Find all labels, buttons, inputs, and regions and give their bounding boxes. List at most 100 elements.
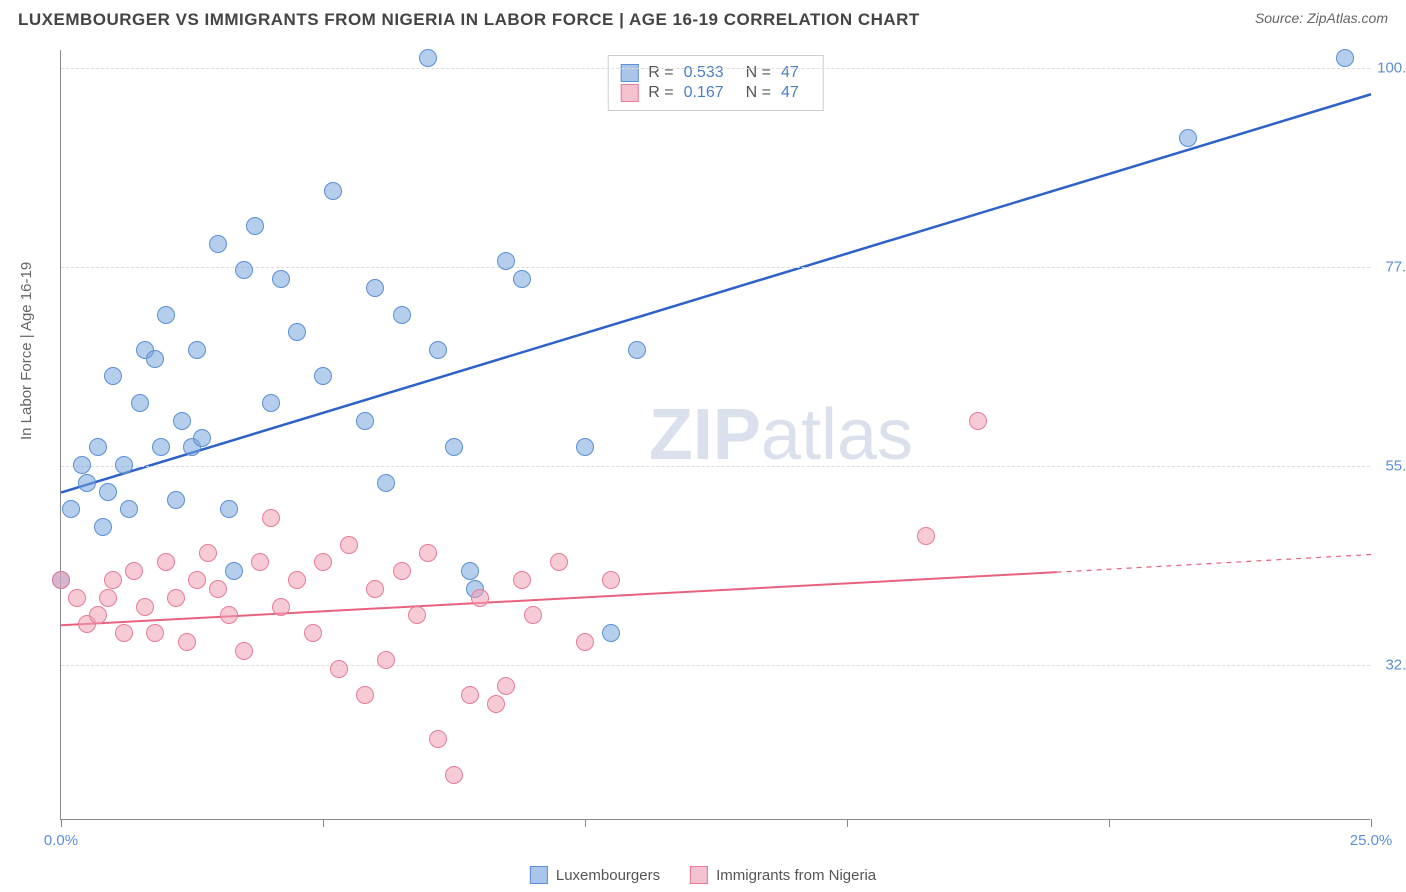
data-point bbox=[304, 624, 322, 642]
n-value: 47 bbox=[781, 64, 799, 82]
n-label: N = bbox=[746, 84, 771, 102]
chart-area: ZIPatlas R = 0.533 N = 47 R = 0.167 N = … bbox=[60, 50, 1370, 820]
y-tick-label: 77.5% bbox=[1385, 258, 1406, 275]
x-tick bbox=[1371, 819, 1372, 827]
data-point bbox=[969, 412, 987, 430]
data-point bbox=[62, 500, 80, 518]
data-point bbox=[377, 474, 395, 492]
data-point bbox=[225, 562, 243, 580]
source-label: Source: ZipAtlas.com bbox=[1255, 10, 1388, 26]
data-point bbox=[220, 606, 238, 624]
r-value: 0.533 bbox=[684, 64, 724, 82]
data-point bbox=[157, 306, 175, 324]
data-point bbox=[262, 509, 280, 527]
data-point bbox=[99, 589, 117, 607]
data-point bbox=[429, 730, 447, 748]
data-point bbox=[445, 438, 463, 456]
data-point bbox=[94, 518, 112, 536]
data-point bbox=[602, 624, 620, 642]
data-point bbox=[120, 500, 138, 518]
data-point bbox=[288, 323, 306, 341]
data-point bbox=[513, 270, 531, 288]
n-value: 47 bbox=[781, 84, 799, 102]
data-point bbox=[235, 261, 253, 279]
data-point bbox=[209, 235, 227, 253]
legend-series: Luxembourgers Immigrants from Nigeria bbox=[530, 866, 876, 884]
data-point bbox=[324, 182, 342, 200]
x-tick bbox=[323, 819, 324, 827]
swatch-icon bbox=[620, 64, 638, 82]
data-point bbox=[115, 624, 133, 642]
legend-correlation: R = 0.533 N = 47 R = 0.167 N = 47 bbox=[607, 55, 824, 111]
data-point bbox=[272, 598, 290, 616]
data-point bbox=[235, 642, 253, 660]
data-point bbox=[524, 606, 542, 624]
data-point bbox=[314, 367, 332, 385]
legend-item-nigeria: Immigrants from Nigeria bbox=[690, 866, 876, 884]
data-point bbox=[262, 394, 280, 412]
data-point bbox=[1179, 129, 1197, 147]
y-axis-label: In Labor Force | Age 16-19 bbox=[18, 262, 35, 440]
data-point bbox=[419, 49, 437, 67]
data-point bbox=[366, 580, 384, 598]
data-point bbox=[314, 553, 332, 571]
data-point bbox=[104, 367, 122, 385]
r-value: 0.167 bbox=[684, 84, 724, 102]
data-point bbox=[497, 252, 515, 270]
legend-row-2: R = 0.167 N = 47 bbox=[620, 84, 811, 102]
swatch-icon bbox=[530, 866, 548, 884]
data-point bbox=[461, 686, 479, 704]
y-tick-label: 55.0% bbox=[1385, 457, 1406, 474]
data-point bbox=[461, 562, 479, 580]
y-tick-label: 32.5% bbox=[1385, 657, 1406, 674]
data-point bbox=[125, 562, 143, 580]
data-point bbox=[576, 438, 594, 456]
data-point bbox=[366, 279, 384, 297]
data-point bbox=[393, 562, 411, 580]
data-point bbox=[152, 438, 170, 456]
data-point bbox=[272, 270, 290, 288]
data-point bbox=[408, 606, 426, 624]
r-label: R = bbox=[648, 64, 673, 82]
trend-lines bbox=[61, 50, 1370, 819]
data-point bbox=[628, 341, 646, 359]
data-point bbox=[193, 429, 211, 447]
data-point bbox=[78, 474, 96, 492]
data-point bbox=[340, 536, 358, 554]
data-point bbox=[1336, 49, 1354, 67]
data-point bbox=[188, 571, 206, 589]
data-point bbox=[429, 341, 447, 359]
x-tick bbox=[1109, 819, 1110, 827]
data-point bbox=[246, 217, 264, 235]
x-tick-label: 25.0% bbox=[1350, 832, 1393, 849]
data-point bbox=[89, 606, 107, 624]
x-tick bbox=[585, 819, 586, 827]
swatch-icon bbox=[690, 866, 708, 884]
r-label: R = bbox=[648, 84, 673, 102]
data-point bbox=[288, 571, 306, 589]
grid-line bbox=[61, 68, 1370, 69]
legend-row-1: R = 0.533 N = 47 bbox=[620, 64, 811, 82]
data-point bbox=[393, 306, 411, 324]
x-tick-label: 0.0% bbox=[44, 832, 78, 849]
legend-label: Immigrants from Nigeria bbox=[716, 867, 876, 884]
grid-line bbox=[61, 267, 1370, 268]
data-point bbox=[356, 412, 374, 430]
data-point bbox=[115, 456, 133, 474]
data-point bbox=[99, 483, 117, 501]
data-point bbox=[513, 571, 531, 589]
data-point bbox=[471, 589, 489, 607]
data-point bbox=[487, 695, 505, 713]
data-point bbox=[209, 580, 227, 598]
data-point bbox=[173, 412, 191, 430]
data-point bbox=[146, 350, 164, 368]
data-point bbox=[377, 651, 395, 669]
data-point bbox=[445, 766, 463, 784]
legend-item-luxembourgers: Luxembourgers bbox=[530, 866, 660, 884]
data-point bbox=[178, 633, 196, 651]
data-point bbox=[73, 456, 91, 474]
data-point bbox=[52, 571, 70, 589]
x-tick bbox=[847, 819, 848, 827]
data-point bbox=[330, 660, 348, 678]
data-point bbox=[220, 500, 238, 518]
